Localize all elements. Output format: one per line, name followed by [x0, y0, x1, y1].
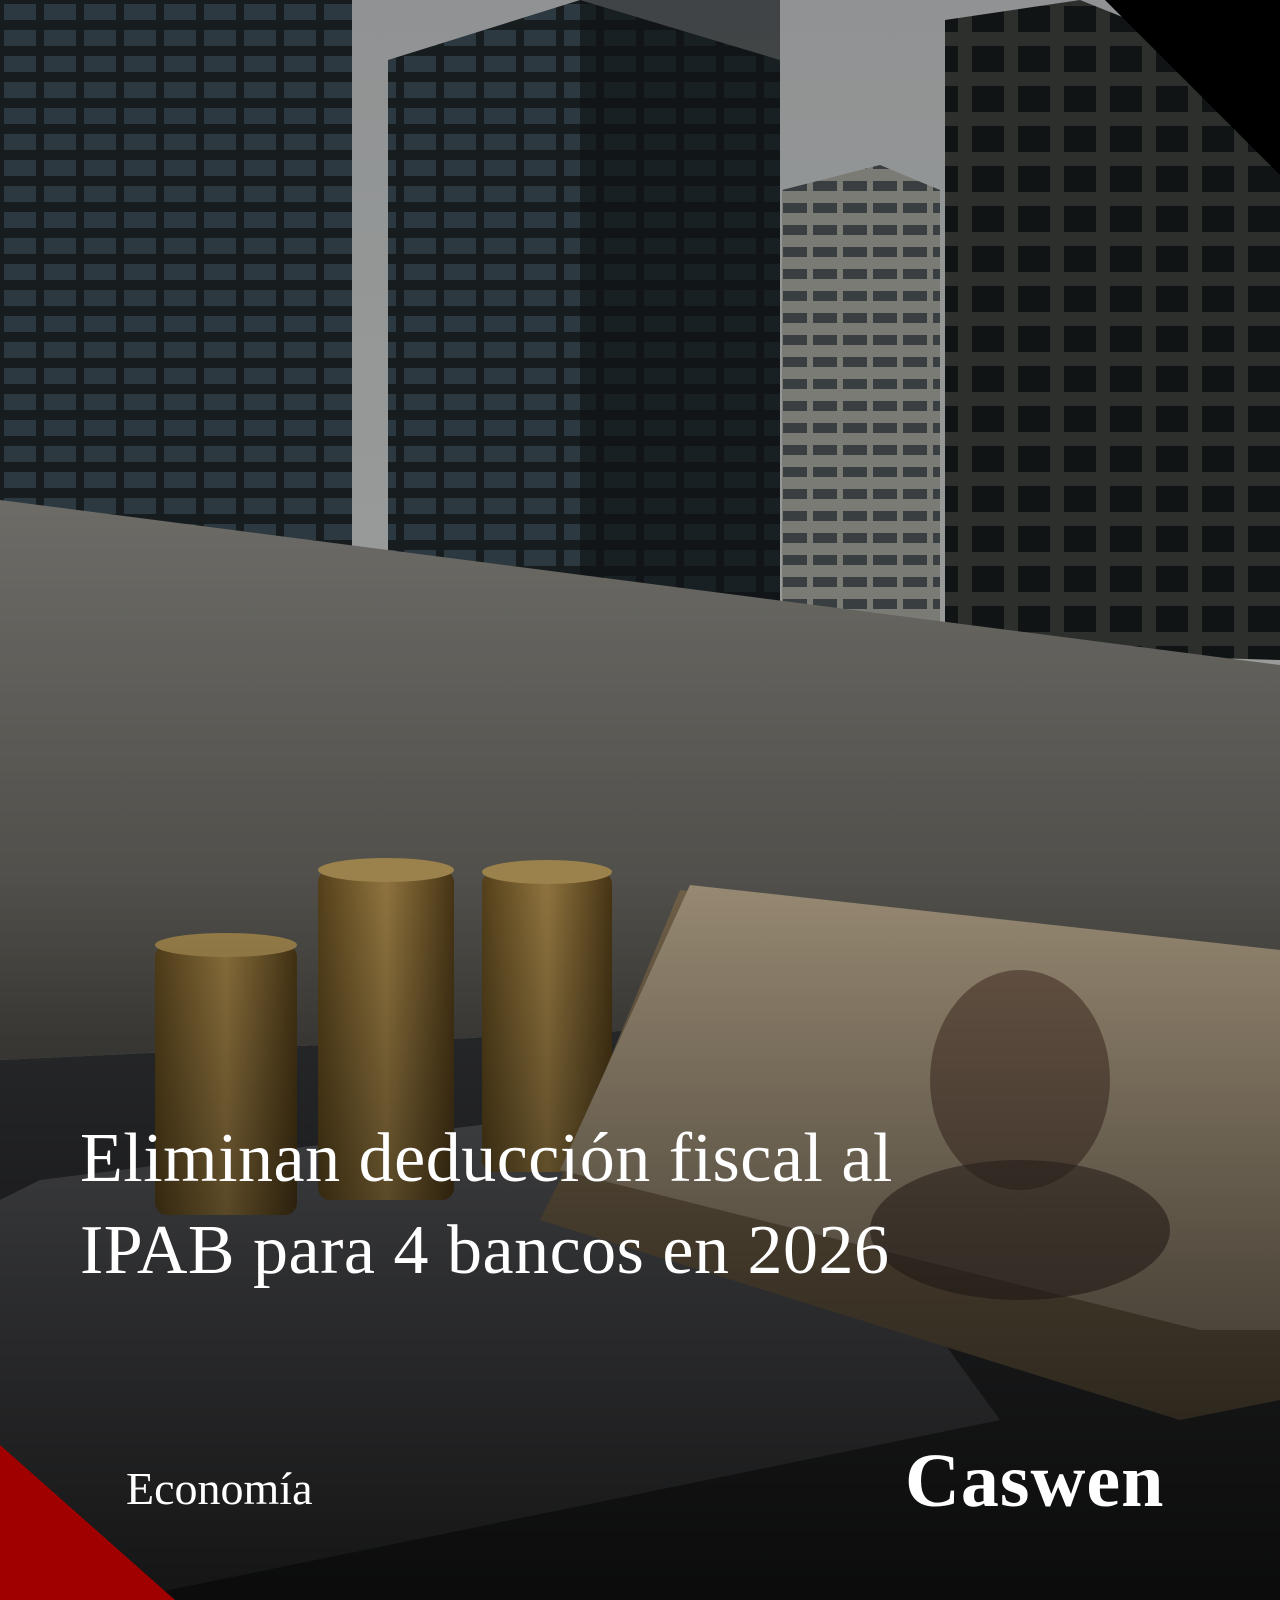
- headline: IPAB para 4 bancos en 2026: [80, 1212, 890, 1289]
- corner-accent-red: [0, 1445, 175, 1600]
- headline: Eliminan deducción fiscal al: [80, 1120, 893, 1197]
- category-label: Economía: [126, 1463, 313, 1514]
- corner-accent: [1105, 0, 1280, 175]
- brand-logo: Caswen: [905, 1439, 1165, 1523]
